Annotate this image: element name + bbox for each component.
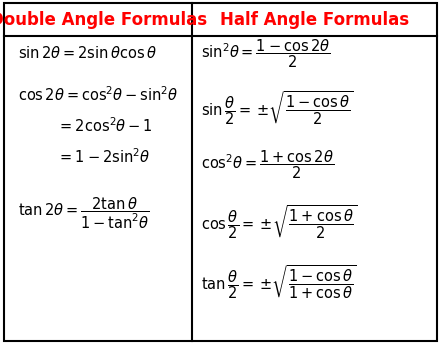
Text: $\cos 2\theta = \cos^2\!\theta - \sin^2\!\theta$: $\cos 2\theta = \cos^2\!\theta - \sin^2\… [18,85,178,104]
Text: Double Angle Formulas: Double Angle Formulas [0,11,207,29]
Text: $\sin 2\theta = 2\sin\theta\cos\theta$: $\sin 2\theta = 2\sin\theta\cos\theta$ [18,45,157,61]
Text: $\tan 2\theta = \dfrac{2\tan\theta}{1-\tan^2\!\theta}$: $\tan 2\theta = \dfrac{2\tan\theta}{1-\t… [18,196,149,231]
Text: $\sin\dfrac{\theta}{2} = \pm\!\sqrt{\dfrac{1-\cos\theta}{2}}$: $\sin\dfrac{\theta}{2} = \pm\!\sqrt{\dfr… [201,89,354,127]
Text: $\tan\dfrac{\theta}{2} = \pm\!\sqrt{\dfrac{1-\cos\theta}{1+\cos\theta}}$: $\tan\dfrac{\theta}{2} = \pm\!\sqrt{\dfr… [201,263,357,301]
Text: $\cos\dfrac{\theta}{2} = \pm\!\sqrt{\dfrac{1+\cos\theta}{2}}$: $\cos\dfrac{\theta}{2} = \pm\!\sqrt{\dfr… [201,203,357,241]
Text: $\cos^2\!\theta = \dfrac{1+\cos 2\theta}{2}$: $\cos^2\!\theta = \dfrac{1+\cos 2\theta}… [201,149,334,181]
Text: $\sin^2\!\theta = \dfrac{1-\cos 2\theta}{2}$: $\sin^2\!\theta = \dfrac{1-\cos 2\theta}… [201,37,330,69]
Text: $= 2\cos^2\!\theta - 1$: $= 2\cos^2\!\theta - 1$ [57,116,153,135]
Text: $= 1 - 2\sin^2\!\theta$: $= 1 - 2\sin^2\!\theta$ [57,147,150,166]
Text: Half Angle Formulas: Half Angle Formulas [220,11,409,29]
